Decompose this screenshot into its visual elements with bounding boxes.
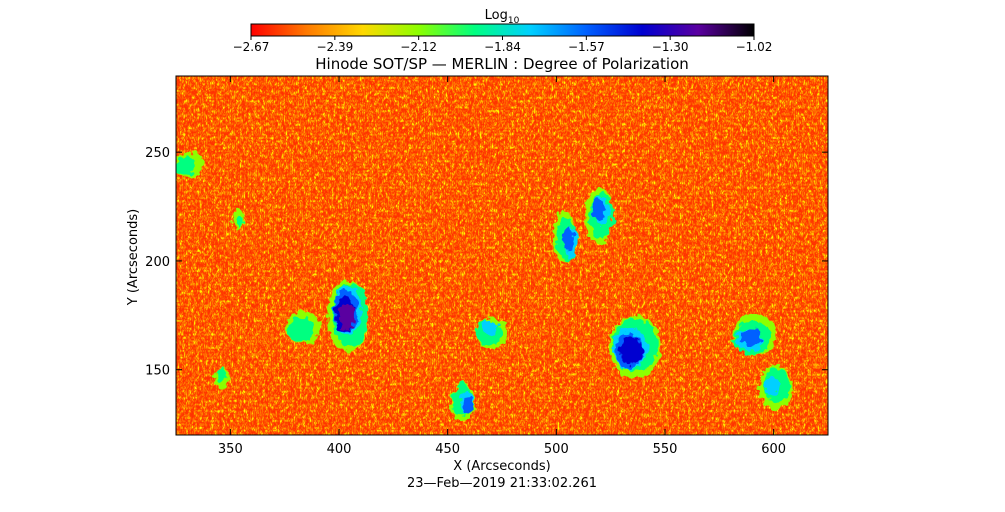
heatmap-features <box>176 151 793 421</box>
y-tick-label: 150 <box>145 364 170 379</box>
x-tick-label: 350 <box>218 442 243 457</box>
colorbar-tick-label: −2.12 <box>400 40 437 54</box>
feature-contour <box>338 302 355 331</box>
feature-contour <box>481 319 499 336</box>
feature-contour <box>740 327 762 346</box>
feature-contour <box>176 156 193 172</box>
y-tick-label: 200 <box>145 255 170 270</box>
colorbar-tick-label: −1.02 <box>736 40 773 54</box>
colorbar <box>250 23 755 37</box>
feature-contour <box>288 322 309 343</box>
plot-frame <box>175 75 829 436</box>
colorbar-tick-label: −1.57 <box>568 40 605 54</box>
timestamp: 23—Feb—2019 21:33:02.261 <box>407 476 597 491</box>
x-tick-label: 500 <box>544 442 569 457</box>
colorbar-tick-label: −2.67 <box>233 40 270 54</box>
colorbar-label: Log10 <box>485 8 520 26</box>
feature-contour <box>764 376 780 397</box>
feature-contour <box>619 335 644 365</box>
feature-contour <box>236 213 243 227</box>
feature-contour <box>562 226 574 253</box>
feature-contour <box>215 367 227 382</box>
chart-title: Hinode SOT/SP — MERLIN : Degree of Polar… <box>315 55 689 73</box>
y-tick-label: 250 <box>145 146 170 161</box>
axis-ticks: 350 400 450 500 550 600 150 200 250 <box>145 76 828 457</box>
y-axis-label: Y (Arcseconds) <box>126 209 141 306</box>
x-tick-label: 450 <box>435 442 460 457</box>
feature-contour <box>592 198 605 222</box>
colorbar-tick-label: −2.39 <box>316 40 353 54</box>
plot-area <box>176 76 828 435</box>
heatmap-texture-red <box>176 76 828 435</box>
colorbar-tick-label: −1.30 <box>652 40 689 54</box>
x-axis-label: X (Arcseconds) <box>453 459 550 474</box>
feature-contour <box>462 396 474 414</box>
colorbar-ticks: −2.67 −2.39 −2.12 −1.84 −1.57 −1.30 −1.02 <box>233 36 773 54</box>
x-tick-label: 400 <box>327 442 352 457</box>
x-tick-label: 550 <box>653 442 678 457</box>
x-tick-label: 600 <box>761 442 786 457</box>
colorbar-tick-label: −1.84 <box>484 40 521 54</box>
